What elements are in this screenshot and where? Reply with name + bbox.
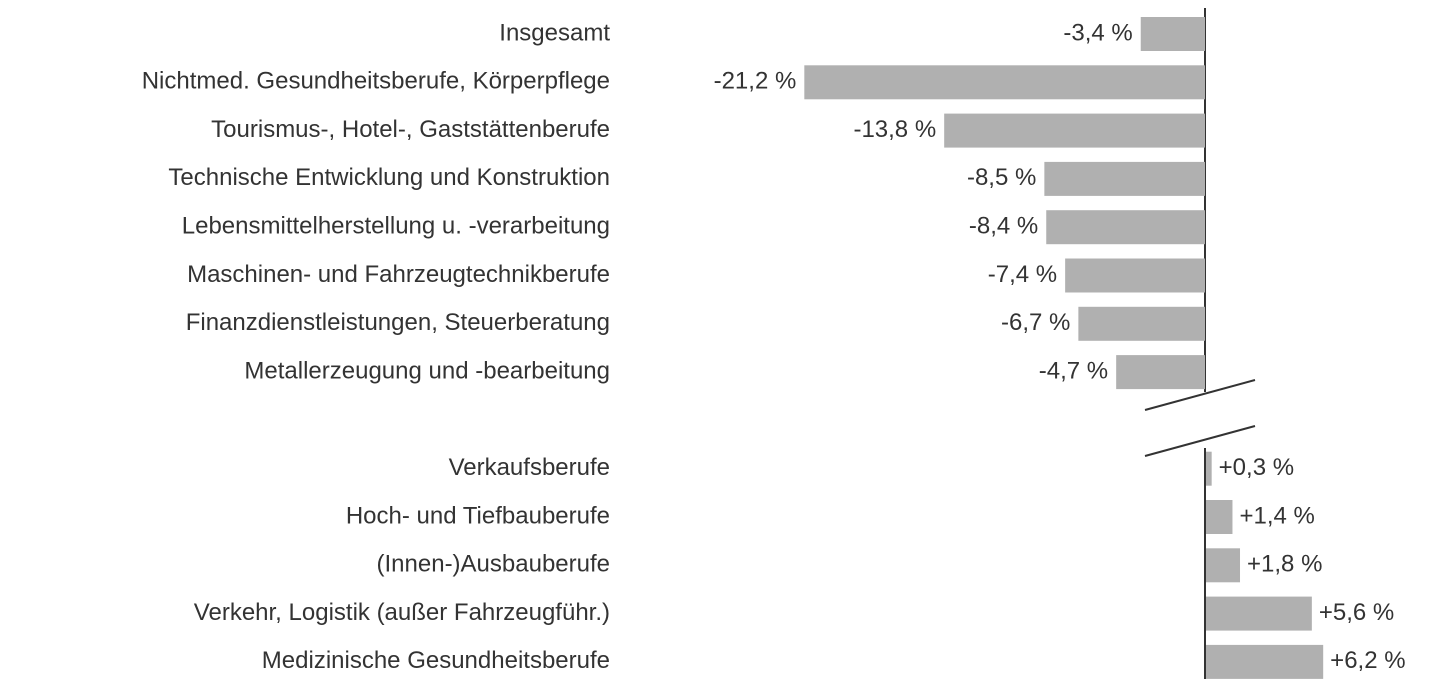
- bar: [1206, 548, 1241, 583]
- value-label: -7,4 %: [988, 261, 1057, 288]
- bar: [804, 65, 1205, 100]
- value-label: +1,8 %: [1247, 551, 1322, 578]
- category-label: (Innen-)Ausbauberufe: [377, 551, 610, 578]
- category-label: Verkaufsberufe: [449, 454, 610, 481]
- value-label: -4,7 %: [1039, 357, 1108, 384]
- bar: [1206, 644, 1324, 679]
- value-label: -3,4 %: [1063, 19, 1132, 46]
- value-label: +1,4 %: [1239, 502, 1314, 529]
- bar: [1065, 258, 1205, 293]
- axis-break: [1144, 379, 1256, 411]
- category-label: Verkehr, Logistik (außer Fahrzeugführ.): [194, 599, 610, 626]
- category-label: Maschinen- und Fahrzeugtechnikberufe: [187, 261, 610, 288]
- category-label: Hoch- und Tiefbauberufe: [346, 502, 610, 529]
- value-label: -13,8 %: [853, 116, 936, 143]
- axis-break: [1144, 425, 1256, 457]
- value-label: -8,5 %: [967, 164, 1036, 191]
- category-label: Metallerzeugung und -bearbeitung: [244, 357, 610, 384]
- value-label: -8,4 %: [969, 213, 1038, 240]
- category-label: Nichtmed. Gesundheitsberufe, Körperpfleg…: [142, 68, 610, 95]
- bar: [1044, 161, 1205, 196]
- bar: [1206, 500, 1233, 534]
- bar: [1046, 210, 1205, 245]
- category-label: Medizinische Gesundheitsberufe: [262, 647, 610, 674]
- bar: [1078, 306, 1205, 341]
- category-label: Insgesamt: [499, 19, 610, 46]
- category-label: Technische Entwicklung und Konstruktion: [168, 164, 610, 191]
- value-label: +0,3 %: [1219, 454, 1294, 481]
- category-label: Tourismus-, Hotel-, Gaststättenberufe: [211, 116, 610, 143]
- value-label: +5,6 %: [1319, 599, 1394, 626]
- bar: [1116, 355, 1205, 390]
- bar: [1140, 17, 1205, 51]
- value-label: -21,2 %: [714, 68, 797, 95]
- category-label: Finanzdienstleistungen, Steuerberatung: [186, 309, 610, 336]
- bar: [944, 113, 1205, 148]
- bar: [1206, 451, 1212, 486]
- value-label: +6,2 %: [1330, 647, 1405, 674]
- bar: [1206, 596, 1312, 631]
- category-label: Lebensmittelherstellung u. -verarbeitung: [182, 213, 610, 240]
- value-label: -6,7 %: [1001, 309, 1070, 336]
